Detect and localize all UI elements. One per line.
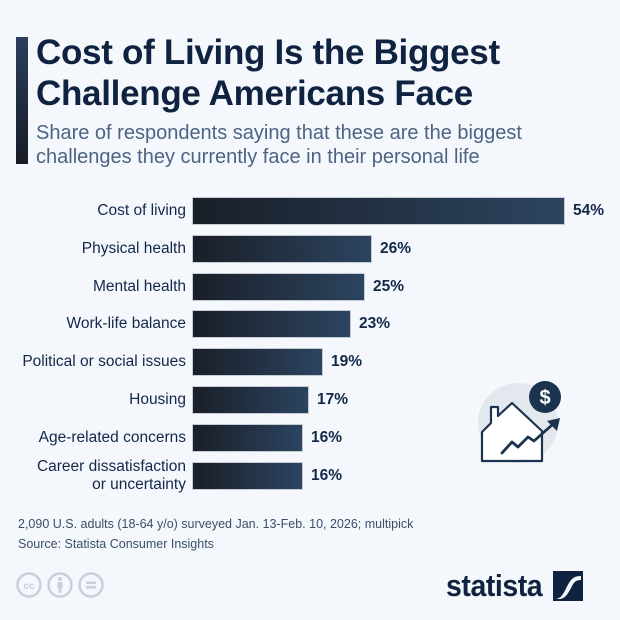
value-label: 26% bbox=[380, 239, 412, 257]
logo-text: statista bbox=[446, 568, 543, 603]
by-attribution-icon[interactable] bbox=[47, 572, 73, 598]
svg-text:$: $ bbox=[539, 387, 550, 409]
bar-row: Mental health 25% bbox=[0, 272, 620, 301]
chart-title: Cost of Living Is the Biggest Challenge … bbox=[36, 33, 500, 113]
title-accent-bar bbox=[16, 37, 28, 164]
license-icons: cc bbox=[16, 572, 104, 598]
svg-text:cc: cc bbox=[23, 581, 35, 592]
category-label: Cost of living bbox=[97, 202, 186, 219]
bar-row: Housing 17% bbox=[0, 386, 620, 414]
value-label: 17% bbox=[317, 391, 349, 408]
bar bbox=[192, 197, 565, 225]
bar bbox=[192, 386, 309, 414]
category-label: Physical health bbox=[81, 239, 186, 257]
no-derivatives-icon[interactable] bbox=[78, 572, 104, 598]
cc-icon[interactable]: cc bbox=[16, 572, 42, 598]
bar bbox=[192, 310, 351, 339]
bar-row: Career dissatisfaction or uncertainty 16% bbox=[0, 457, 620, 493]
category-label: Political or social issues bbox=[22, 353, 186, 371]
value-label: 54% bbox=[573, 202, 605, 219]
bar bbox=[192, 234, 372, 263]
category-label: Mental health bbox=[92, 277, 186, 295]
category-label: Work-life balance bbox=[66, 315, 186, 333]
footnotes: 2,090 U.S. adults (18-64 y/o) surveyed J… bbox=[18, 514, 413, 554]
bar bbox=[192, 461, 303, 490]
survey-note: 2,090 U.S. adults (18-64 y/o) surveyed J… bbox=[18, 517, 414, 531]
bar bbox=[192, 348, 323, 377]
bar-row: Age-related concerns 16% bbox=[0, 423, 620, 452]
value-label: 25% bbox=[373, 277, 405, 295]
bar-row: Physical health 26% bbox=[0, 234, 620, 263]
value-label: 19% bbox=[331, 353, 363, 371]
bar-row: Work-life balance 23% bbox=[0, 310, 620, 339]
category-label: Age-related concerns bbox=[38, 428, 186, 446]
statista-mark-icon bbox=[552, 571, 583, 601]
bar-row: Cost of living 54% bbox=[0, 197, 620, 225]
value-label: 16% bbox=[311, 466, 343, 484]
source-note: Source: Statista Consumer Insights bbox=[18, 537, 214, 551]
category-label: Housing bbox=[129, 391, 186, 408]
house-rising-price-icon: $ bbox=[476, 375, 568, 467]
value-label: 23% bbox=[359, 315, 391, 333]
bar bbox=[192, 423, 303, 452]
bar bbox=[192, 272, 365, 301]
statista-logo[interactable]: statista bbox=[446, 568, 583, 604]
chart-subtitle: Share of respondents saying that these a… bbox=[36, 122, 522, 168]
value-label: 16% bbox=[311, 428, 343, 446]
bar-row: Political or social issues 19% bbox=[0, 348, 620, 377]
category-label: Career dissatisfaction or uncertainty bbox=[36, 457, 186, 493]
